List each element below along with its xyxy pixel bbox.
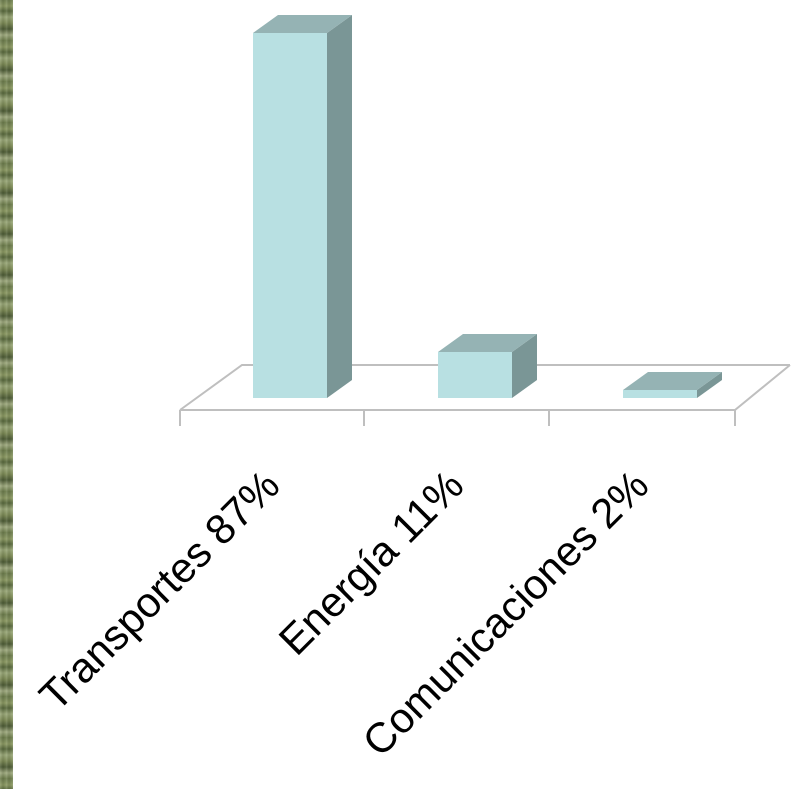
chart-floor — [179, 364, 791, 426]
bar-0 — [253, 15, 352, 398]
bars-group — [253, 15, 722, 398]
category-labels: Transportes 87%Energía 11%Comunicaciones… — [30, 461, 657, 765]
bar-top — [253, 15, 352, 33]
category-label-0: Transportes 87% — [30, 461, 288, 719]
bar-1 — [438, 334, 537, 398]
bar-2 — [623, 372, 722, 398]
floor-back-edge — [179, 364, 790, 411]
category-label-1: Energía 11% — [270, 461, 473, 664]
background-photo-edge — [0, 0, 13, 789]
bar-front — [438, 352, 512, 398]
bar-front — [253, 33, 327, 398]
bar-side — [327, 15, 352, 398]
bar-side — [512, 334, 537, 398]
bar-top — [623, 372, 722, 390]
bar-side — [697, 372, 722, 398]
bar-front — [623, 390, 697, 398]
bar-top — [438, 334, 537, 352]
